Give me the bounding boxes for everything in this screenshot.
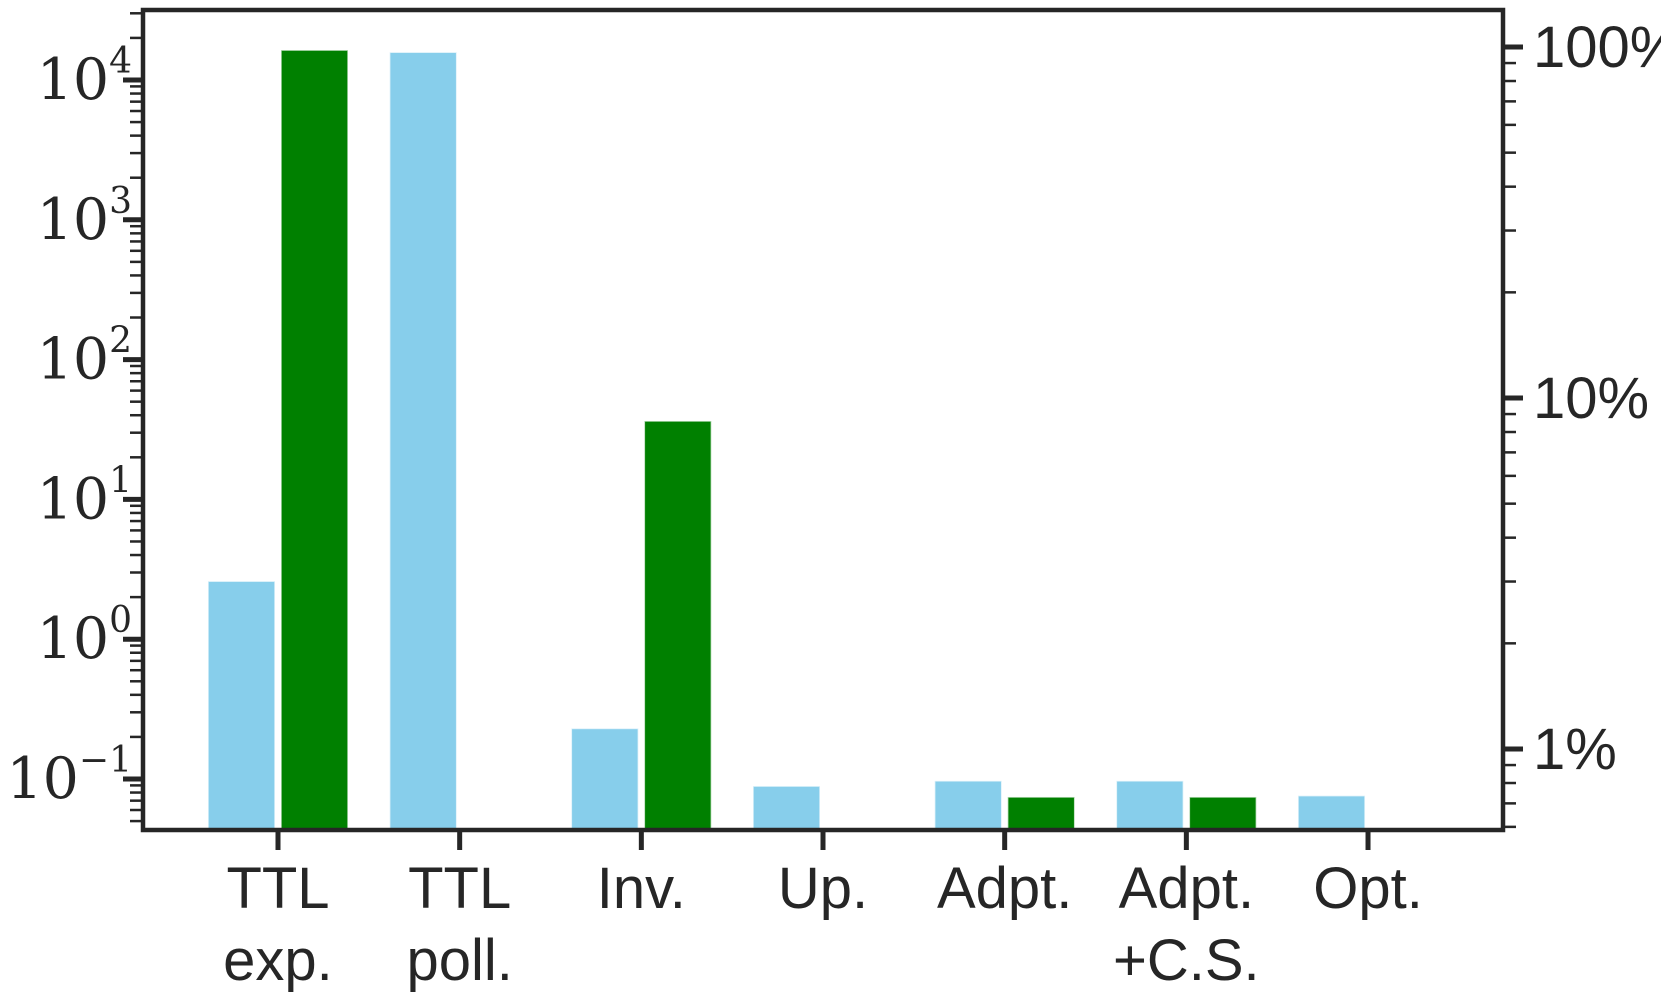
- x-axis-category-label: TTL: [226, 856, 329, 921]
- right-axis-tick-label: 10%: [1533, 366, 1649, 431]
- ticks-group: [123, 12, 1523, 850]
- bar-opt-blue: [1297, 794, 1366, 831]
- x-axis-category-label: poll.: [406, 928, 512, 993]
- left-axis-tick-label: 104: [37, 41, 132, 113]
- x-axis-category-label: Adpt.: [937, 856, 1072, 921]
- left-axis-tick-label: 103: [37, 181, 132, 253]
- bar-adpt-green: [1006, 796, 1076, 831]
- bar-ttl-exp-green: [280, 49, 349, 831]
- bar-up-blue: [752, 785, 821, 831]
- left-axis-tick-label: 10−1: [6, 740, 132, 812]
- bar-adpt-blue: [933, 780, 1003, 831]
- bar-adpt-c-s-green: [1188, 796, 1258, 831]
- bar-ttl-exp-blue: [207, 580, 276, 831]
- x-axis-category-label: +C.S.: [1113, 928, 1260, 993]
- right-axis-tick-label: 1%: [1533, 717, 1617, 782]
- bar-adpt-c-s-blue: [1115, 780, 1185, 831]
- right-axis-tick-label: 100%: [1533, 15, 1661, 80]
- bars-group: [207, 49, 1366, 831]
- x-axis-category-label: Inv.: [597, 856, 686, 921]
- left-axis-tick-label: 100: [37, 600, 132, 672]
- left-axis-tick-label: 102: [37, 321, 132, 393]
- x-axis-category-label: Up.: [778, 856, 868, 921]
- plot-border: [140, 7, 1506, 833]
- x-axis-category-label: exp.: [223, 928, 333, 993]
- left-axis-tick-label: 101: [37, 460, 132, 532]
- x-axis-category-label: Opt.: [1313, 856, 1423, 921]
- x-axis-category-label: Adpt.: [1119, 856, 1254, 921]
- bar-ttl-poll-blue: [388, 51, 458, 831]
- x-axis-category-label: TTL: [408, 856, 511, 921]
- bar-inv-blue: [570, 727, 640, 831]
- bar-inv-green: [643, 420, 713, 831]
